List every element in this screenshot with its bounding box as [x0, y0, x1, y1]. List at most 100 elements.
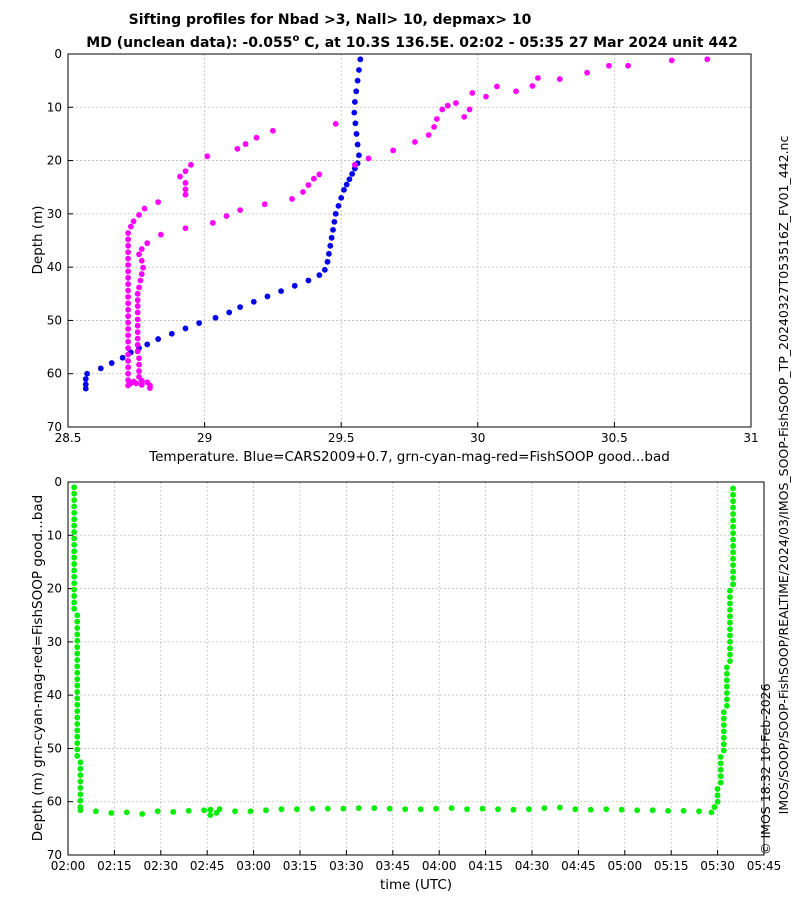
data-point [125, 338, 132, 345]
data-point [727, 658, 733, 664]
data-point [170, 808, 177, 815]
data-point [125, 249, 132, 256]
data-point [433, 116, 440, 122]
data-point [136, 251, 142, 258]
data-point [730, 485, 736, 492]
data-point [618, 806, 625, 813]
data-point [74, 625, 81, 631]
x-tick-label: 04:15 [468, 859, 503, 873]
data-point [71, 484, 78, 491]
data-point [108, 360, 115, 366]
data-point [125, 351, 132, 358]
data-point [495, 806, 501, 813]
data-point [182, 325, 189, 332]
data-point [182, 180, 189, 186]
data-point [402, 806, 409, 813]
y-tick-label: 0 [54, 47, 62, 61]
data-point [730, 498, 736, 505]
series-0 [82, 56, 364, 392]
data-point [464, 806, 470, 813]
data-point [74, 752, 81, 759]
y-tick-label: 30 [47, 635, 62, 649]
data-point [349, 170, 356, 177]
side-text-filename: IMOS/SOOP/SOOP-FishSOOP/REALTIME/2024/03… [776, 136, 791, 815]
data-point [125, 326, 132, 332]
data-point [125, 230, 132, 236]
x-tick-label: 30.5 [601, 431, 628, 445]
x-tick-label: 30 [470, 431, 485, 445]
data-point [332, 120, 339, 127]
data-point [138, 382, 145, 388]
y-tick-label: 70 [47, 420, 62, 434]
data-point [125, 370, 132, 377]
data-point [634, 807, 641, 814]
y-tick-label: 20 [47, 154, 62, 168]
x-tick-label: 05:00 [608, 859, 643, 873]
x-tick-label: 02:00 [51, 859, 86, 873]
data-point [730, 511, 736, 517]
data-point [212, 314, 219, 321]
data-point [188, 161, 194, 168]
x-tick-label: 02:15 [97, 859, 132, 873]
data-point [730, 575, 736, 581]
side-path-prefix: IMOS/SOOP/SOOP-FishSOOP/REALTIME/2024/03… [776, 514, 791, 814]
data-point [469, 89, 476, 96]
data-point [727, 600, 733, 607]
data-point [730, 536, 736, 543]
data-point [71, 599, 78, 606]
data-point [305, 182, 312, 188]
data-point [278, 288, 284, 295]
data-point [125, 262, 132, 268]
data-point [717, 760, 724, 767]
data-point [134, 297, 141, 304]
data-point [147, 385, 153, 392]
y-tick-label: 10 [47, 100, 62, 114]
data-point [326, 250, 332, 257]
data-point [125, 382, 132, 389]
temperature-depth-plot: 28.5 29 29.5 30 30.5 31 0 10 20 30 40 50 60 70 Tempera… [30, 47, 759, 465]
data-point [720, 734, 727, 741]
data-point [572, 806, 579, 813]
data-point [134, 309, 141, 316]
x-tick-label: 02:45 [190, 859, 225, 873]
data-point [425, 132, 432, 138]
data-point [494, 83, 500, 90]
data-point [727, 619, 733, 626]
data-point [134, 322, 141, 329]
data-point [138, 257, 145, 264]
title-degree-symbol: o [293, 33, 300, 44]
data-point [723, 677, 730, 684]
data-point [71, 529, 78, 535]
data-point [71, 580, 78, 587]
data-point [606, 62, 612, 69]
data-point [74, 740, 81, 746]
x-tick-label: 03:45 [376, 859, 411, 873]
data-point [727, 645, 733, 652]
data-point [125, 242, 132, 249]
data-point [157, 231, 164, 238]
data-point [353, 88, 360, 95]
data-point [74, 708, 81, 715]
data-point [74, 618, 81, 625]
data-point [351, 161, 358, 168]
data-point [125, 364, 132, 371]
data-point [335, 202, 342, 209]
data-point [71, 503, 78, 510]
data-point [182, 168, 189, 175]
data-point [71, 554, 78, 561]
data-point [278, 806, 285, 813]
data-point [417, 806, 424, 813]
data-point [680, 807, 687, 814]
data-point [433, 805, 440, 812]
data-point [223, 213, 230, 219]
data-point [108, 810, 115, 816]
data-point [226, 309, 233, 316]
data-point [730, 543, 736, 549]
data-point [727, 638, 733, 645]
data-point [587, 806, 594, 813]
data-point [356, 152, 362, 159]
data-point [556, 804, 563, 811]
data-point [352, 120, 359, 127]
data-point [74, 612, 81, 619]
data-point [71, 548, 78, 555]
